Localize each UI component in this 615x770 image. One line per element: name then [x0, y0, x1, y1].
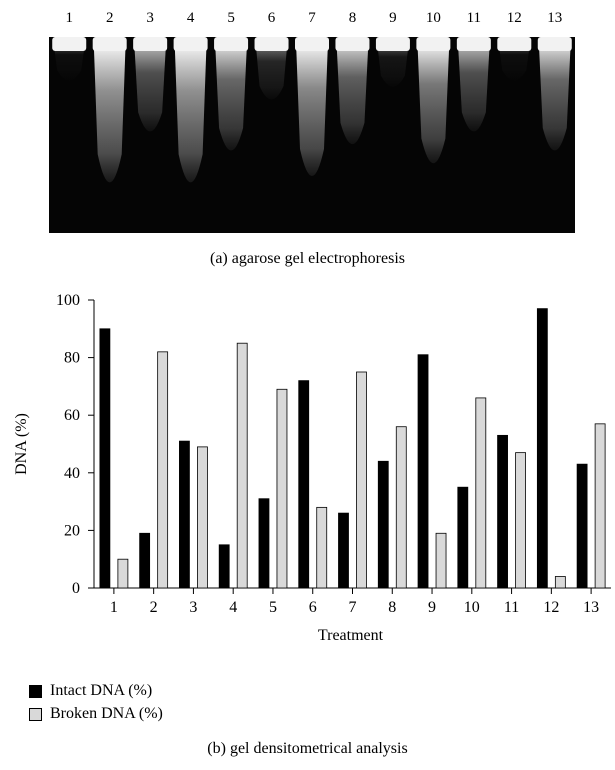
bar-broken — [197, 447, 207, 588]
agarose-gel-image — [49, 37, 575, 233]
x-tick-label: 10 — [464, 599, 480, 616]
x-tick-label: 9 — [428, 599, 436, 616]
y-axis-label: DNA (%) — [13, 413, 30, 475]
panel-a-caption: (a) agarose gel electrophoresis — [0, 250, 615, 268]
gel-well-3 — [133, 37, 167, 51]
gel-lane-label-7: 7 — [297, 10, 327, 27]
gel-well-9 — [376, 37, 410, 51]
y-tick-label: 20 — [64, 522, 80, 539]
x-tick-label: 2 — [150, 599, 158, 616]
legend-item-broken: Broken DNA (%) — [29, 705, 163, 723]
gel-well-5 — [214, 37, 248, 51]
gel-well-4 — [174, 37, 208, 51]
gel-well-11 — [457, 37, 491, 51]
bar-intact — [299, 381, 309, 588]
bar-intact — [498, 435, 508, 588]
gel-lane-label-8: 8 — [337, 10, 367, 27]
gel-lane-label-4: 4 — [176, 10, 206, 27]
bar-broken — [595, 424, 605, 588]
gel-lane-label-6: 6 — [257, 10, 287, 27]
bar-intact — [219, 545, 229, 588]
legend-swatch-intact — [29, 685, 42, 698]
gel-lane-label-11: 11 — [459, 10, 489, 27]
gel-well-6 — [255, 37, 289, 51]
x-tick-label: 5 — [269, 599, 277, 616]
gel-lane-label-1: 1 — [54, 10, 84, 27]
gel-well-13 — [538, 37, 572, 51]
bar-intact — [577, 464, 587, 588]
legend-item-intact: Intact DNA (%) — [29, 682, 152, 700]
x-tick-label: 12 — [543, 599, 559, 616]
x-tick-label: 4 — [229, 599, 237, 616]
y-tick-label: 100 — [56, 292, 80, 309]
bar-intact — [140, 533, 150, 588]
x-tick-label: 1 — [110, 599, 118, 616]
gel-well-7 — [295, 37, 329, 51]
gel-lane-label-3: 3 — [135, 10, 165, 27]
bar-broken — [317, 507, 327, 588]
bar-broken — [555, 576, 565, 588]
y-tick-label: 60 — [64, 407, 80, 424]
bar-broken — [396, 427, 406, 588]
bar-broken — [118, 559, 128, 588]
bar-broken — [516, 453, 526, 588]
gel-well-1 — [52, 37, 86, 51]
legend-label-intact: Intact DNA (%) — [50, 682, 152, 700]
gel-lane-label-2: 2 — [95, 10, 125, 27]
gel-well-12 — [497, 37, 531, 51]
panel-b-caption: (b) gel densitometrical analysis — [0, 740, 615, 758]
gel-lane-label-9: 9 — [378, 10, 408, 27]
bar-intact — [339, 513, 349, 588]
bar-intact — [537, 309, 547, 588]
x-tick-label: 13 — [583, 599, 599, 616]
gel-well-2 — [93, 37, 127, 51]
gel-well-8 — [335, 37, 369, 51]
y-tick-label: 0 — [72, 580, 80, 597]
gel-well-10 — [416, 37, 450, 51]
bar-intact — [378, 461, 388, 588]
bar-broken — [237, 343, 247, 588]
bar-intact — [259, 499, 269, 588]
bar-broken — [476, 398, 486, 588]
gel-lane-label-5: 5 — [216, 10, 246, 27]
x-tick-label: 11 — [504, 599, 519, 616]
legend-swatch-broken — [29, 708, 42, 721]
bar-intact — [418, 355, 428, 588]
bar-broken — [158, 352, 168, 588]
x-tick-label: 3 — [189, 599, 197, 616]
bar-broken — [436, 533, 446, 588]
x-tick-label: 6 — [309, 599, 317, 616]
y-tick-label: 80 — [64, 350, 80, 367]
y-tick-label: 40 — [64, 465, 80, 482]
gel-lane-label-10: 10 — [418, 10, 448, 27]
bar-intact — [100, 329, 110, 588]
bar-intact — [179, 441, 189, 588]
bar-broken — [277, 389, 287, 588]
x-tick-label: 7 — [349, 599, 357, 616]
gel-lane-label-12: 12 — [499, 10, 529, 27]
bar-broken — [357, 372, 367, 588]
gel-lane-label-13: 13 — [540, 10, 570, 27]
x-axis-label: Treatment — [318, 627, 384, 644]
x-tick-label: 8 — [388, 599, 396, 616]
legend-label-broken: Broken DNA (%) — [50, 705, 163, 723]
bar-intact — [458, 487, 468, 588]
